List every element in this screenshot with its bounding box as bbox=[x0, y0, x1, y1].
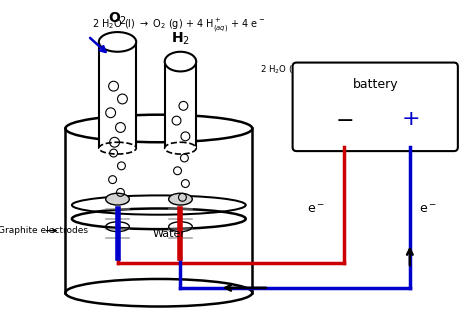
Text: $-$: $-$ bbox=[335, 109, 353, 129]
Ellipse shape bbox=[165, 142, 196, 154]
Text: H$_2$: H$_2$ bbox=[171, 30, 190, 47]
Text: Graphite electrodes: Graphite electrodes bbox=[0, 226, 89, 235]
Text: O$_2$: O$_2$ bbox=[108, 11, 127, 27]
Bar bbox=[99, 42, 136, 148]
Text: e$^-$: e$^-$ bbox=[419, 203, 437, 216]
FancyBboxPatch shape bbox=[292, 62, 458, 151]
Text: 2 H$_2$O (l) + 2 e$^-$ $\rightarrow$ H$_2$(g) + 2 OH$^-_{(aq)}$: 2 H$_2$O (l) + 2 e$^-$ $\rightarrow$ H$_… bbox=[260, 63, 419, 78]
Ellipse shape bbox=[169, 193, 192, 205]
Ellipse shape bbox=[99, 32, 136, 52]
Text: Water: Water bbox=[152, 229, 185, 239]
Text: $+$: $+$ bbox=[401, 109, 419, 129]
Text: battery: battery bbox=[352, 78, 398, 91]
Ellipse shape bbox=[165, 52, 196, 71]
Ellipse shape bbox=[106, 193, 129, 205]
Text: 2 H$_2$O (l) $\rightarrow$ O$_2$ (g) + 4 H$^+_{(aq)}$ + 4 e$^-$: 2 H$_2$O (l) $\rightarrow$ O$_2$ (g) + 4… bbox=[92, 16, 265, 34]
Bar bbox=[165, 62, 196, 148]
Text: e$^-$: e$^-$ bbox=[307, 203, 325, 216]
Ellipse shape bbox=[99, 142, 136, 154]
